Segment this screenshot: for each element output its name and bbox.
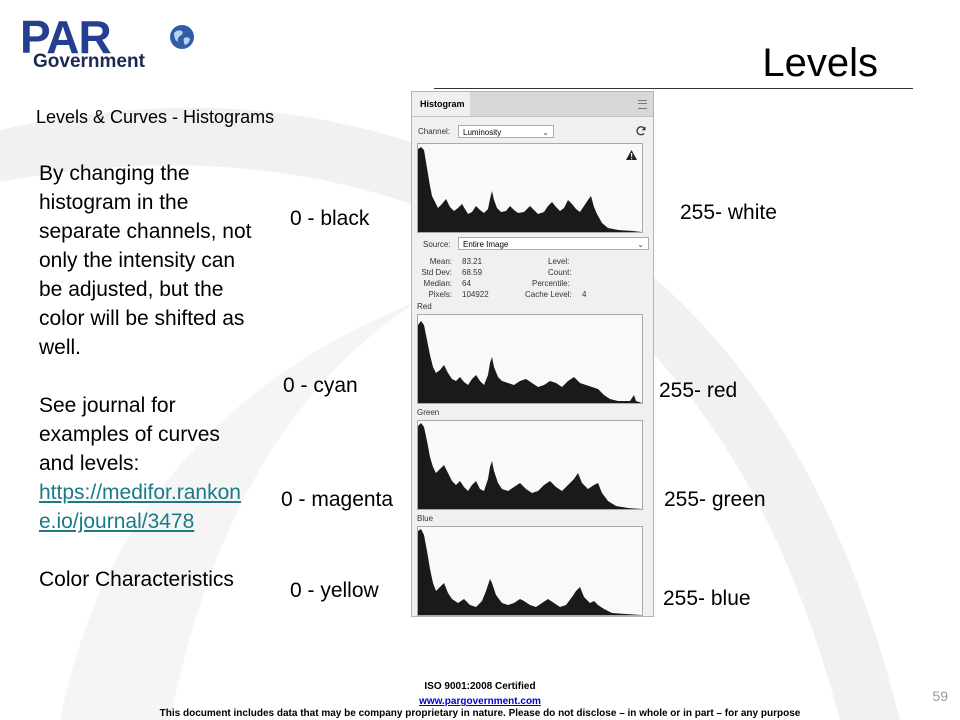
- source-select[interactable]: Entire Image ⌄: [458, 237, 649, 250]
- slide-subtitle: Levels & Curves - Histograms: [36, 107, 275, 127]
- stat-std-value: 68.59: [462, 268, 483, 277]
- slide-title: Levels: [762, 41, 878, 85]
- stat-pixels-value: 104922: [462, 290, 489, 299]
- source-label: Source:: [423, 240, 451, 249]
- footer-notice: This document includes data that may be …: [159, 708, 801, 719]
- warning-triangle-icon: [626, 150, 637, 160]
- label-magenta: 0 - magenta: [281, 488, 394, 511]
- refresh-icon[interactable]: [635, 125, 647, 137]
- channel-label-red: Red: [417, 302, 432, 311]
- channel-select-value: Luminosity: [463, 128, 502, 137]
- stat-std-label: Std Dev:: [421, 268, 452, 277]
- stat-percentile-label: Percentile:: [532, 279, 570, 288]
- red-histogram-graph: [418, 321, 642, 403]
- stat-pixels-label: Pixels:: [428, 290, 452, 299]
- label-white: 255- white: [680, 201, 777, 224]
- channel-select[interactable]: Luminosity ⌄: [458, 125, 554, 138]
- stat-median-label: Median:: [423, 279, 452, 288]
- page-number: 59: [932, 688, 948, 704]
- channel-label: Channel:: [418, 127, 451, 136]
- luminosity-histogram-graph: [418, 147, 642, 232]
- label-blue: 255- blue: [663, 587, 751, 610]
- stat-median-value: 64: [462, 279, 471, 288]
- stat-mean-value: 83.21: [462, 257, 483, 266]
- histogram-luminosity: [417, 143, 643, 233]
- stat-mean-label: Mean:: [429, 257, 452, 266]
- logo-subtitle: Government: [33, 51, 145, 72]
- body-paragraph-1: By changing the histogram in the separat…: [39, 162, 252, 359]
- channel-label-green: Green: [417, 408, 440, 417]
- footer-url-wrap: www.pargovernment.com: [0, 696, 960, 707]
- stat-level-label: Level:: [548, 257, 570, 266]
- stat-cache-value: 4: [582, 290, 587, 299]
- histogram-red: [417, 314, 643, 404]
- body-paragraph-3: Color Characteristics: [39, 568, 234, 591]
- channel-label-blue: Blue: [417, 514, 434, 523]
- footer-url-link[interactable]: www.pargovernment.com: [419, 696, 541, 707]
- journal-link[interactable]: https://medifor.rankone.io/journal/3478: [39, 481, 241, 533]
- label-yellow: 0 - yellow: [290, 579, 379, 602]
- body-text: By changing the histogram in the separat…: [39, 159, 254, 594]
- stat-cache-label: Cache Level:: [525, 290, 572, 299]
- chevron-down-icon: ⌄: [637, 240, 644, 249]
- body-paragraph-2: See journal for examples of curves and l…: [39, 394, 220, 475]
- logo-brand: PAR: [20, 11, 112, 63]
- tab-histogram[interactable]: Histogram: [412, 92, 470, 116]
- panel-menu-icon[interactable]: [638, 100, 647, 109]
- title-divider: [434, 88, 913, 89]
- chevron-down-icon: ⌄: [542, 128, 549, 137]
- histogram-panel: Histogram Channel: Luminosity ⌄ Source: …: [411, 91, 654, 617]
- source-select-value: Entire Image: [463, 240, 509, 249]
- blue-histogram-graph: [418, 529, 642, 615]
- green-histogram-graph: [418, 423, 642, 509]
- histogram-blue: [417, 526, 643, 616]
- label-black: 0 - black: [290, 207, 370, 230]
- stat-count-label: Count:: [548, 268, 572, 277]
- footer-certification: ISO 9001:2008 Certified: [424, 681, 536, 692]
- label-red: 255- red: [659, 379, 738, 402]
- label-cyan: 0 - cyan: [283, 374, 358, 397]
- panel-tab-bar: Histogram: [412, 92, 653, 117]
- globe-icon: [170, 25, 194, 49]
- histogram-green: [417, 420, 643, 510]
- label-green: 255- green: [664, 488, 766, 511]
